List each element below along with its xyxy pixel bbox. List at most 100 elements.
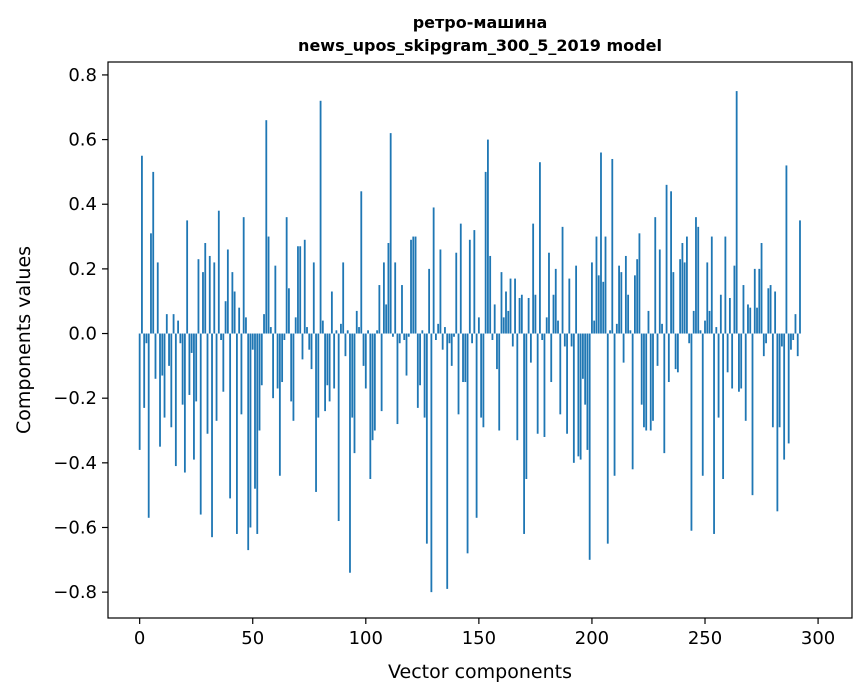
bar-132 <box>437 323 440 334</box>
bar-259 <box>724 236 727 334</box>
x-tick-label-300: 300 <box>801 628 835 649</box>
bar-28 <box>202 272 204 334</box>
bar-148 <box>473 230 476 334</box>
bar-65 <box>285 217 288 334</box>
bar-253 <box>710 236 713 334</box>
bar-285 <box>783 333 786 460</box>
bar-153 <box>484 171 487 334</box>
bar-226 <box>649 333 652 431</box>
bar-40 <box>229 333 232 499</box>
x-axis-label: Vector components <box>388 661 572 683</box>
y-axis-ticks: −0.8 −0.6 −0.4 −0.2 0.0 0.2 0.4 0.6 0.8 <box>53 65 108 603</box>
bar-209 <box>611 158 614 334</box>
bar-19 <box>181 333 184 405</box>
x-tick-label-100: 100 <box>349 628 383 649</box>
bar-139 <box>453 333 455 337</box>
bar-242 <box>686 236 688 334</box>
bar-211 <box>615 323 618 334</box>
bar-17 <box>177 320 180 334</box>
y-tick-label-0: −0.8 <box>53 582 97 603</box>
bar-171 <box>525 333 528 479</box>
bar-162 <box>505 291 507 334</box>
bar-95 <box>353 333 356 454</box>
bar-169 <box>520 294 523 334</box>
bar-165 <box>511 333 514 347</box>
bar-217 <box>629 330 632 334</box>
bar-44 <box>238 307 241 334</box>
bar-258 <box>722 333 725 479</box>
bar-18 <box>179 333 182 344</box>
x-tick-label-150: 150 <box>462 628 496 649</box>
bar-68 <box>292 333 295 421</box>
bar-257 <box>719 294 722 334</box>
bar-279 <box>769 285 772 334</box>
bar-53 <box>258 333 261 431</box>
bar-119 <box>407 333 410 337</box>
bar-63 <box>281 333 284 383</box>
bar-110 <box>387 243 390 334</box>
bar-3 <box>145 333 148 344</box>
bar-160 <box>500 272 503 334</box>
bar-85 <box>330 291 333 334</box>
bar-84 <box>328 333 331 402</box>
bar-72 <box>301 333 304 360</box>
bar-57 <box>267 236 270 334</box>
bar-76 <box>310 333 313 370</box>
bar-49 <box>249 333 252 528</box>
bar-46 <box>242 217 245 334</box>
bar-218 <box>631 333 634 470</box>
bar-99 <box>362 333 365 366</box>
bar-164 <box>509 278 512 334</box>
bar-144 <box>464 333 467 383</box>
y-tick-label-2: −0.4 <box>53 453 97 474</box>
bar-138 <box>450 333 453 366</box>
bar-256 <box>717 333 720 418</box>
bar-265 <box>738 333 740 392</box>
bar-113 <box>394 262 397 334</box>
bar-103 <box>371 333 374 441</box>
bar-147 <box>471 333 473 344</box>
bar-240 <box>681 243 684 334</box>
chart-title-line1: ретро-машина <box>413 13 548 32</box>
bar-288 <box>790 333 792 350</box>
bar-182 <box>550 333 553 383</box>
bar-58 <box>269 327 272 334</box>
bar-47 <box>245 317 247 334</box>
bar-29 <box>204 243 207 334</box>
bar-7 <box>154 333 157 379</box>
y-tick-label-8: 0.8 <box>68 65 97 86</box>
bar-91 <box>344 333 347 357</box>
x-tick-label-50: 50 <box>241 628 264 649</box>
bar-270 <box>749 307 752 334</box>
bar-35 <box>217 210 220 334</box>
bar-266 <box>740 333 743 389</box>
bar-221 <box>638 233 641 334</box>
bar-4 <box>147 333 150 518</box>
bar-142 <box>459 223 462 334</box>
bar-230 <box>658 249 661 334</box>
bar-0 <box>138 333 141 450</box>
bar-275 <box>760 243 763 334</box>
bar-283 <box>778 333 781 428</box>
bar-263 <box>733 265 736 334</box>
bar-291 <box>796 333 799 357</box>
bar-106 <box>378 285 381 334</box>
bar-247 <box>697 226 700 334</box>
bar-158 <box>496 333 498 370</box>
bar-173 <box>529 333 532 363</box>
bar-26 <box>197 259 200 334</box>
x-tick-label-250: 250 <box>688 628 722 649</box>
bar-41 <box>231 272 234 334</box>
plot-frame <box>107 61 853 619</box>
bar-86 <box>333 333 336 389</box>
bar-78 <box>315 333 317 492</box>
bar-118 <box>405 333 408 376</box>
bar-27 <box>199 333 202 515</box>
bar-185 <box>557 320 559 334</box>
bar-250 <box>704 320 706 334</box>
bar-212 <box>618 265 620 334</box>
bar-234 <box>667 333 670 383</box>
bar-231 <box>661 323 663 334</box>
bar-188 <box>563 333 566 347</box>
bar-77 <box>312 262 315 334</box>
